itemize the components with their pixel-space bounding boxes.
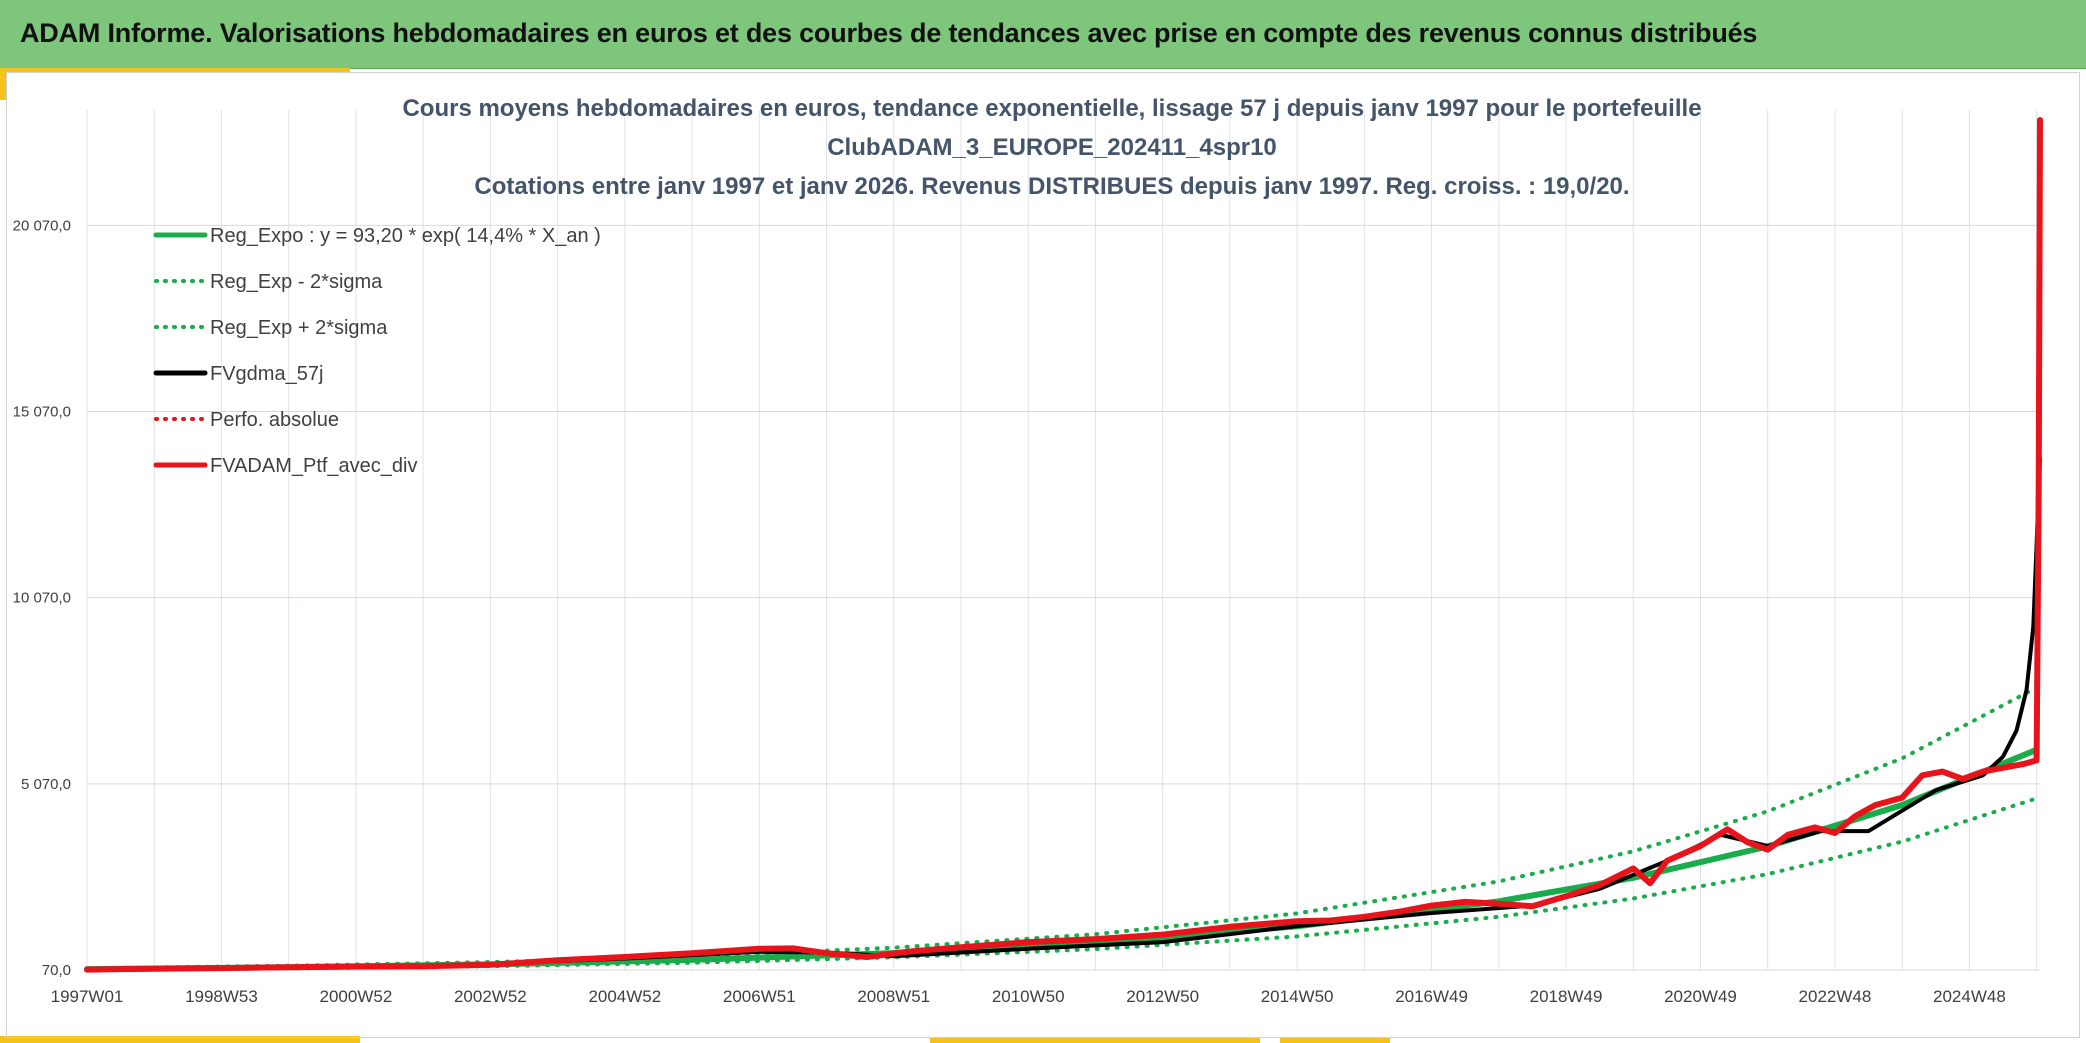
x-tick-label: 2018W49: [1530, 987, 1603, 1006]
accent-strip-left: [0, 68, 6, 100]
series-line-2: [85, 685, 2039, 971]
x-tick-label: 2020W49: [1664, 987, 1737, 1006]
x-tick-label: 2004W52: [588, 987, 661, 1006]
chart-frame: [6, 72, 2080, 1038]
series-line-3: [85, 456, 2042, 972]
y-axis: 70,0 5 070,0 10 070,0 15 070,0 20 070,0: [13, 217, 71, 979]
series-line-4: [84, 117, 2043, 973]
series-lines: [84, 117, 2043, 973]
x-tick-label: 2006W51: [723, 987, 796, 1006]
x-tick-label: 2000W52: [320, 987, 393, 1006]
series-line-0: [84, 746, 2040, 973]
chart-title-line: ClubADAM_3_EUROPE_202411_4spr10: [827, 134, 1277, 161]
accent-strip-bottom-right: [1280, 1038, 1390, 1043]
x-tick-label: 2024W48: [1933, 987, 2006, 1006]
y-tick-label: 20 070,0: [13, 217, 71, 234]
y-tick-label: 15 070,0: [13, 404, 71, 421]
x-tick-label: 2012W50: [1126, 987, 1199, 1006]
chart-title-line: Cours moyens hebdomadaires en euros, ten…: [402, 95, 1701, 122]
legend: Reg_Expo : y = 93,20 * exp( 14,4% * X_an…: [153, 225, 601, 477]
accent-strip-bottom-left: [0, 1036, 360, 1043]
x-tick-label: 2010W50: [992, 987, 1065, 1006]
x-tick-label: 2014W50: [1261, 987, 1334, 1006]
x-tick-label: 2008W51: [857, 987, 930, 1006]
legend-label: Reg_Exp + 2*sigma: [210, 317, 388, 339]
header-bar: ADAM Informe. Valorisations hebdomadaire…: [0, 0, 2086, 69]
page-title: ADAM Informe. Valorisations hebdomadaire…: [20, 18, 1758, 48]
legend-label: FVgdma_57j: [210, 363, 323, 385]
accent-strip-top-left: [0, 68, 350, 73]
x-tick-label: 1997W01: [51, 987, 124, 1006]
y-tick-label: 5 070,0: [21, 776, 71, 793]
accent-strip-bottom-mid: [930, 1038, 1260, 1043]
x-tick-label: 2022W48: [1799, 987, 1872, 1006]
x-axis: 1997W01 1998W53 2000W52 2002W52 2004W52 2006W…: [51, 987, 2006, 1006]
x-tick-label: 1998W53: [185, 987, 258, 1006]
legend-label: Reg_Exp - 2*sigma: [210, 271, 383, 293]
y-tick-label: 10 070,0: [13, 590, 71, 607]
x-tick-label: 2002W52: [454, 987, 527, 1006]
chart-titles: Cours moyens hebdomadaires en euros, ten…: [402, 95, 1701, 200]
x-tick-label: 2016W49: [1395, 987, 1468, 1006]
legend-label: Perfo. absolue: [210, 409, 339, 431]
y-tick-label: 70,0: [42, 962, 71, 979]
legend-label: FVADAM_Ptf_avec_div: [210, 455, 418, 477]
legend-label: Reg_Expo : y = 93,20 * exp( 14,4% * X_an…: [210, 225, 601, 247]
chart-title-line: Cotations entre janv 1997 et janv 2026. …: [474, 173, 1629, 200]
